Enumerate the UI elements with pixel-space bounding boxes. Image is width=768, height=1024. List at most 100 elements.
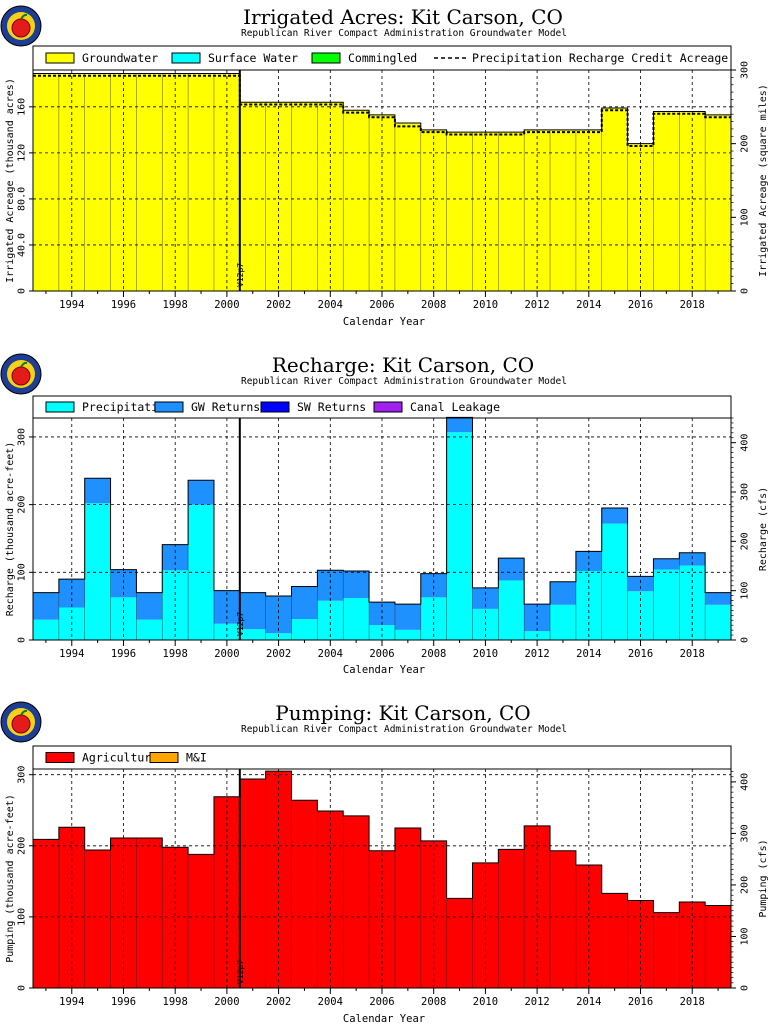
legend-swatch-0: [45, 752, 75, 763]
x-axis-title: Calendar Year: [343, 664, 425, 676]
y-tick-label: 300: [17, 766, 28, 784]
bar-0-2004: [317, 600, 344, 640]
x-axis-title: Calendar Year: [343, 316, 425, 328]
x-tick-label: 2002: [266, 299, 291, 311]
x-tick-label: 2008: [421, 996, 446, 1008]
x-tick-label: 2012: [524, 299, 549, 311]
x-tick-label: 2012: [524, 996, 549, 1008]
x-tick-label: 2002: [266, 996, 291, 1008]
legend-swatch-0: [45, 52, 75, 64]
bar-1-2017: [653, 558, 680, 570]
y-tick-label: 200: [17, 837, 28, 855]
y2-tick-label: 300: [740, 824, 751, 842]
y2-tick-label: 300: [740, 61, 751, 79]
legend-label-1: GW Returns: [191, 400, 260, 414]
legend-label-1: Surface Water: [208, 51, 298, 65]
y2-tick-label: 200: [740, 876, 751, 894]
bar-1-2019: [705, 592, 731, 605]
model-version-label: V12p7: [236, 960, 245, 984]
y2-tick-label: 100: [740, 927, 751, 945]
chart-panel-1: Irrigated Acres: Kit Carson, CORepublica…: [0, 5, 768, 328]
legend-label-0: Precipitation: [82, 400, 172, 414]
bar-0-2015: [601, 107, 628, 291]
bar-0-2005: [343, 110, 370, 291]
x-tick-label: 2016: [628, 648, 653, 660]
chart-subtitle: Republican River Compact Administration …: [241, 376, 567, 387]
x-tick-label: 2014: [576, 648, 601, 660]
bar-0-2011: [498, 849, 525, 988]
bar-0-2000: [213, 73, 240, 291]
y-axis-title: Recharge (thousand acre-feet): [5, 442, 16, 617]
bar-0-2013: [550, 850, 576, 988]
y2-tick-label: 100: [740, 582, 751, 600]
bar-0-2009: [446, 132, 473, 291]
x-tick-label: 1994: [59, 996, 84, 1008]
legend-swatch-2: [311, 52, 341, 64]
bar-0-2007: [394, 629, 421, 640]
y2-tick-label: 0: [740, 637, 751, 643]
y2-axis-title: Pumping (cfs): [758, 839, 768, 917]
bar-0-1998: [162, 847, 189, 988]
x-tick-label: 2010: [473, 996, 498, 1008]
y-tick-label: 0: [17, 288, 28, 294]
bar-1-2014: [575, 551, 602, 571]
bar-0-2013: [550, 604, 576, 640]
bar-0-1994: [58, 73, 85, 291]
bar-0-2009: [446, 432, 473, 640]
x-tick-label: 1996: [111, 299, 136, 311]
bar-0-1993: [33, 619, 59, 640]
bar-1-2002: [265, 596, 292, 634]
bar-1-1997: [136, 592, 163, 620]
logo-leaf-icon: [20, 709, 28, 716]
y2-axis-title: Irrigated Acreage (square miles): [758, 84, 768, 277]
x-tick-label: 1998: [163, 299, 188, 311]
x-tick-label: 2014: [576, 996, 601, 1008]
x-tick-label: 2004: [318, 299, 343, 311]
logo-leaf-icon: [20, 361, 28, 368]
x-tick-label: 1994: [59, 648, 84, 660]
x-tick-label: 2012: [524, 648, 549, 660]
legend-swatch-1: [154, 401, 184, 413]
logo-apple-icon: [11, 714, 31, 734]
x-tick-label: 2008: [421, 299, 446, 311]
bar-0-1997: [136, 837, 163, 988]
bar-0-1999: [188, 854, 214, 988]
series-line-3: [33, 74, 731, 147]
y2-tick-label: 0: [740, 985, 751, 991]
bar-0-2011: [498, 580, 525, 640]
y-axis-title: Pumping (thousand acre-feet): [5, 794, 16, 963]
bar-0-1995: [84, 850, 111, 988]
legend-label-2: SW Returns: [297, 400, 366, 414]
bar-0-2019: [705, 905, 731, 988]
bar-0-2019: [705, 114, 731, 291]
y-tick-label: 100: [17, 908, 28, 926]
logo-apple-icon: [11, 18, 31, 38]
bar-0-2001: [239, 629, 266, 640]
bar-1-2003: [291, 586, 318, 620]
y2-tick-label: 0: [740, 288, 751, 294]
bar-0-2012: [524, 825, 551, 988]
bar-1-2008: [420, 573, 447, 598]
x-tick-label: 1998: [163, 996, 188, 1008]
bar-0-2017: [653, 912, 680, 988]
legend-label-2: Commingled: [348, 51, 417, 65]
bar-0-1995: [84, 503, 111, 640]
bar-0-1997: [136, 619, 163, 640]
bar-0-2006: [369, 625, 395, 640]
bar-0-2005: [343, 598, 370, 640]
x-tick-label: 2018: [680, 299, 705, 311]
y-tick-label: 300: [17, 428, 28, 446]
x-tick-label: 2000: [214, 996, 239, 1008]
chart-subtitle: Republican River Compact Administration …: [241, 724, 567, 735]
x-tick-label: 1996: [111, 648, 136, 660]
y-tick-label: 40.0: [17, 233, 28, 257]
bar-0-1993: [33, 73, 59, 291]
y-tick-label: 200: [17, 496, 28, 514]
bar-0-2007: [394, 122, 421, 292]
x-tick-label: 1996: [111, 996, 136, 1008]
y2-axis-title: Recharge (cfs): [758, 487, 768, 571]
x-tick-label: 2010: [473, 648, 498, 660]
bar-0-2003: [291, 102, 318, 292]
y-tick-label: 0: [17, 637, 28, 643]
